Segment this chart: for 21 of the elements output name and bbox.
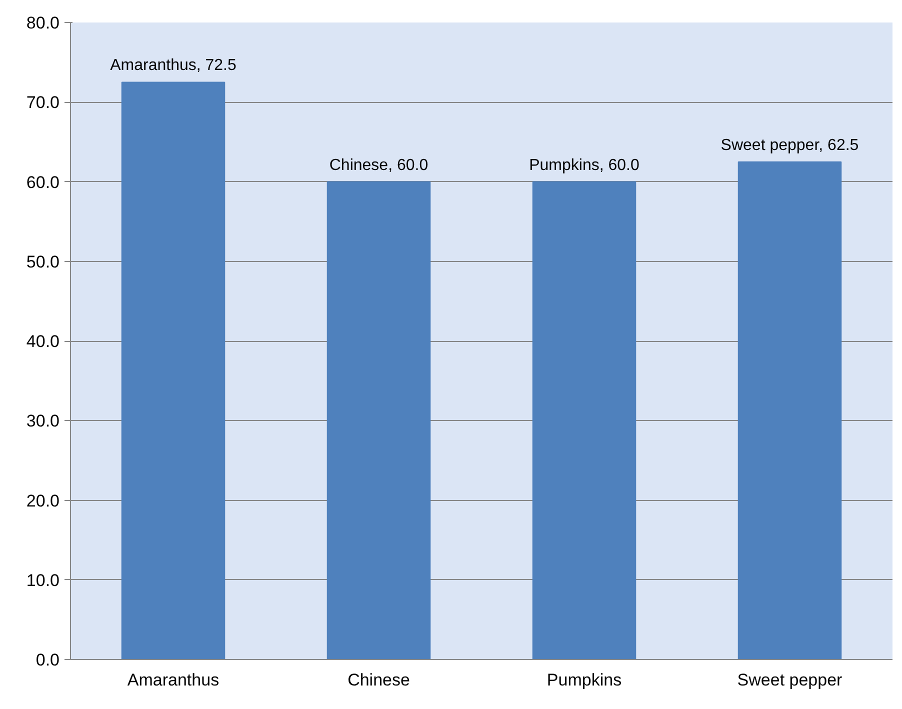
y-tick-label: 70.0: [26, 93, 60, 112]
data-label: Pumpkins, 60.0: [529, 156, 640, 174]
data-label: Sweet pepper, 62.5: [720, 136, 859, 154]
x-tick-label: Sweet pepper: [737, 670, 843, 690]
y-tick-label: 80.0: [26, 14, 60, 32]
y-tick-label: 50.0: [26, 252, 60, 272]
y-tick-label: 40.0: [26, 332, 60, 351]
data-label: Amaranthus, 72.5: [110, 57, 236, 74]
y-tick-label: 10.0: [26, 570, 60, 590]
bar: [532, 181, 636, 660]
y-tick-label: 60.0: [26, 172, 60, 192]
y-tick-label: 0.0: [36, 650, 60, 670]
bar: [326, 181, 431, 660]
y-tick-label: 20.0: [26, 491, 60, 510]
bar: [738, 161, 842, 660]
y-tick-label: 30.0: [26, 412, 60, 431]
data-label: Chinese, 60.0: [329, 156, 428, 174]
x-tick-label: Pumpkins: [546, 670, 622, 690]
x-tick-label: Amaranthus: [127, 670, 220, 690]
bar: [121, 82, 226, 660]
x-tick-label: Chinese: [348, 670, 410, 690]
